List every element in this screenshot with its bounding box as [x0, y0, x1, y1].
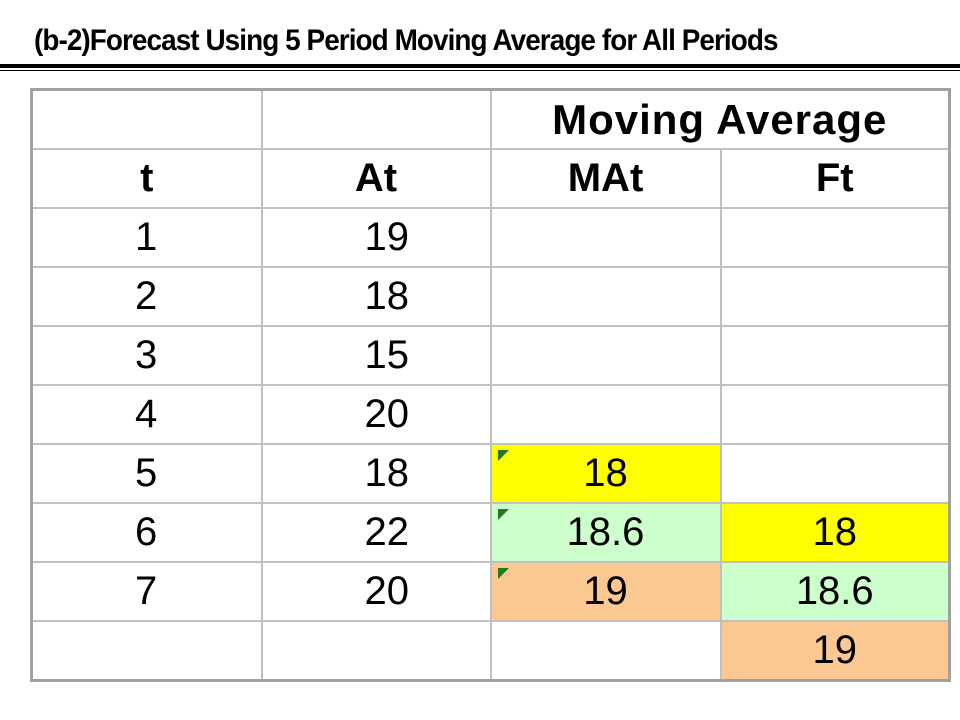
- table-row: 6 22 18.6 18: [30, 502, 951, 563]
- slide-title: (b-2)Forecast Using 5 Period Moving Aver…: [34, 24, 778, 57]
- cell-at: [260, 620, 492, 682]
- cell-t: 5: [30, 443, 263, 504]
- cell-t: 6: [30, 502, 263, 563]
- cell-t: 7: [30, 561, 263, 622]
- cell-mat-highlighted[interactable]: 19: [489, 561, 722, 622]
- table-row: 5 18 18: [30, 443, 951, 504]
- cell-ft: [719, 325, 951, 386]
- group-header-moving-average: Moving Average: [489, 88, 951, 150]
- cell-at: 22: [260, 502, 492, 563]
- moving-average-table: Moving Average t At MAt Ft 1 19 2 18 3 1…: [30, 88, 951, 682]
- table-row: 7 20 19 18.6: [30, 561, 951, 622]
- cell-at: 20: [260, 384, 492, 445]
- table-row: 2 18: [30, 266, 951, 327]
- cell-ft: [719, 443, 951, 504]
- cell-mat-highlighted[interactable]: 18.6: [489, 502, 722, 563]
- formula-marker-icon: [497, 568, 509, 579]
- cell-mat: [489, 325, 722, 386]
- cell-ft-highlighted[interactable]: 18.6: [719, 561, 951, 622]
- cell-at: 19: [260, 207, 492, 268]
- formula-marker-icon: [497, 450, 509, 461]
- table-row: 3 15: [30, 325, 951, 386]
- cell-at: 18: [260, 266, 492, 327]
- cell-mat-value: 18.6: [566, 510, 645, 554]
- cell-t: 4: [30, 384, 263, 445]
- cell-t: 3: [30, 325, 263, 386]
- cell-t: 2: [30, 266, 263, 327]
- cell-at: 15: [260, 325, 492, 386]
- column-header-t: t: [30, 148, 263, 209]
- column-header-ft: Ft: [719, 148, 951, 209]
- table-row: 4 20: [30, 384, 951, 445]
- cell-ft: [719, 207, 951, 268]
- column-header-at: At: [260, 148, 492, 209]
- cell-mat: [489, 266, 722, 327]
- cell-mat-value: 19: [583, 569, 628, 613]
- cell-t: [30, 620, 263, 682]
- table-row: 19: [30, 620, 951, 682]
- cell-mat: [489, 620, 722, 682]
- empty-header-cell: [260, 88, 492, 150]
- cell-ft-highlighted[interactable]: 19: [719, 620, 951, 682]
- cell-ft: [719, 266, 951, 327]
- column-header-mat: MAt: [489, 148, 722, 209]
- empty-header-cell: [30, 88, 263, 150]
- cell-mat: [489, 384, 722, 445]
- cell-mat-highlighted[interactable]: 18: [489, 443, 722, 504]
- cell-at: 18: [260, 443, 492, 504]
- cell-t: 1: [30, 207, 263, 268]
- column-header-row: t At MAt Ft: [30, 148, 951, 209]
- cell-ft: [719, 384, 951, 445]
- cell-mat: [489, 207, 722, 268]
- formula-marker-icon: [497, 509, 509, 520]
- table-row: 1 19: [30, 207, 951, 268]
- cell-mat-value: 18: [583, 451, 628, 495]
- cell-ft-highlighted[interactable]: 18: [719, 502, 951, 563]
- cell-at: 20: [260, 561, 492, 622]
- group-header-row: Moving Average: [30, 88, 951, 150]
- title-underline-thin: [0, 70, 960, 71]
- title-underline: [0, 64, 960, 68]
